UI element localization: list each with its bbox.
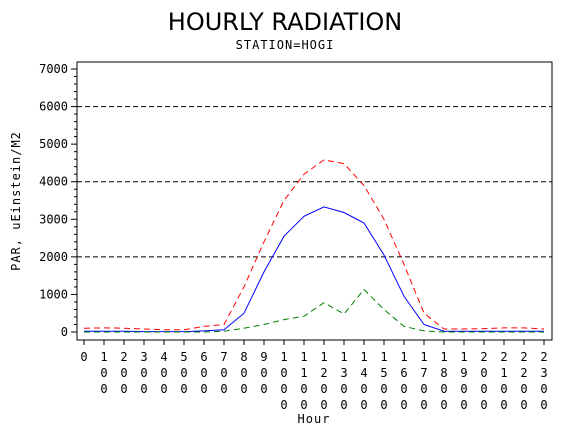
y-axis-label: PAR, uEinstein/M2 [9, 131, 23, 271]
y-tick-label: 1000 [39, 287, 68, 301]
x-axis: 0 1 0 0 2 0 0 3 0 0 4 0 0 5 0 0 6 0 0 7 0 0 8 0 0 9 0 0 1 0 0 0 1 1 0 0 1 2 0 0… [80, 340, 548, 412]
series-line-1 [83, 159, 545, 331]
chart-subtitle: STATION=HOGI [236, 38, 335, 52]
y-tick-label: 3000 [39, 212, 68, 226]
series-line-3 [84, 288, 544, 333]
y-tick-label: 6000 [39, 100, 68, 114]
plot-frame [76, 61, 553, 341]
series-layer [83, 159, 545, 333]
x-tick-label: 0 [80, 350, 87, 364]
y-tick-label: 7000 [39, 62, 68, 76]
y-axis: 0 1000 2000 3000 4000 5000 6000 7000 [39, 62, 77, 339]
x-axis-label: Hour [298, 412, 331, 426]
y-tick-label: 4000 [39, 175, 68, 189]
y-tick-label: 2000 [39, 250, 68, 264]
series-line-2 [84, 206, 544, 333]
y-tick-label: 5000 [39, 137, 68, 151]
chart-title: HOURLY RADIATION [168, 8, 402, 36]
reference-lines [77, 106, 552, 258]
y-tick-label: 0 [61, 325, 68, 339]
